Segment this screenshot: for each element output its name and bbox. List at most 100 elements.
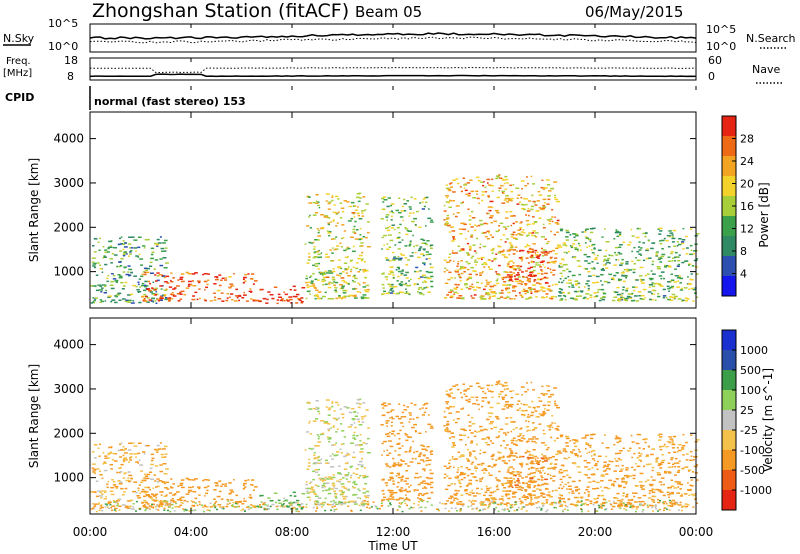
power-cell [521, 271, 524, 273]
freq-label-line2: [MHz] [3, 68, 32, 79]
power-cell [312, 256, 317, 259]
velocity-cell [403, 480, 407, 482]
velocity-cell [479, 425, 483, 428]
power-cell [124, 281, 128, 284]
velocity-cell [559, 498, 563, 500]
velocity-cell [619, 440, 622, 443]
velocity-cell [629, 503, 632, 506]
power-cell [501, 179, 506, 181]
velocity-cell [487, 507, 490, 509]
velocity-cell [405, 470, 409, 472]
velocity-cell [673, 501, 678, 504]
velocity-cell [97, 503, 100, 505]
power-cell [149, 261, 153, 264]
power-cell [453, 260, 455, 262]
velocity-cell [312, 506, 315, 509]
velocity-cell [574, 453, 578, 455]
power-cell [627, 244, 631, 246]
power-cell [112, 278, 117, 280]
velocity-cell [491, 498, 496, 500]
velocity-cell [328, 437, 332, 439]
power-cell [339, 202, 343, 204]
power-cell [111, 253, 114, 255]
power-cell [393, 259, 395, 262]
power-cell [116, 294, 120, 296]
velocity-cell [375, 506, 378, 508]
power-cell [483, 288, 486, 291]
power-cell [542, 198, 547, 201]
y-tick-label: 1000 [53, 265, 84, 279]
power-cell [337, 266, 341, 268]
power-cell [335, 236, 338, 238]
power-cell [317, 268, 320, 270]
velocity-cell [605, 473, 609, 475]
power-cell [381, 197, 385, 200]
power-cell [146, 267, 150, 270]
velocity-cell [320, 503, 323, 506]
velocity-cell [581, 510, 583, 513]
power-cell [309, 285, 314, 287]
power-cell [654, 299, 657, 301]
power-cell [408, 280, 410, 282]
velocity-cell [520, 501, 524, 504]
power-cell [346, 246, 349, 249]
velocity-cell [602, 466, 605, 468]
noise-left-tick-bottom: 10^0 [48, 40, 78, 53]
velocity-cell [566, 474, 569, 476]
power-cell [644, 274, 648, 277]
power-cell [460, 202, 464, 204]
power-cell [663, 266, 667, 268]
velocity-cell [687, 482, 689, 484]
velocity-cell [684, 505, 689, 508]
velocity-cell [190, 490, 193, 492]
cpid-label: CPID [5, 91, 34, 104]
power-cell [651, 263, 654, 266]
power-cell [403, 283, 407, 286]
velocity-cell [626, 493, 629, 496]
velocity-cell [687, 489, 692, 492]
velocity-cell [613, 485, 615, 487]
power-cell [155, 287, 159, 290]
velocity-cell [206, 506, 209, 508]
velocity-cell [591, 449, 596, 452]
velocity-cell [350, 423, 354, 426]
velocity-cell [405, 434, 409, 436]
power-cell [641, 279, 645, 281]
power-cell [651, 242, 656, 244]
power-cell [391, 211, 395, 214]
velocity-cell [604, 508, 607, 511]
power-cell [583, 286, 586, 288]
power-cell [412, 234, 414, 237]
velocity-cell [235, 494, 238, 497]
power-cell [158, 300, 161, 302]
velocity-cell [143, 453, 146, 455]
velocity-cell [498, 498, 503, 500]
power-cell [496, 282, 500, 285]
velocity-cell [327, 476, 332, 478]
velocity-cell [342, 416, 345, 419]
velocity-cell [696, 479, 699, 481]
power-cell [657, 258, 661, 261]
velocity-cell [517, 438, 521, 441]
velocity-cell [471, 492, 474, 495]
y-tick-label: 2000 [53, 220, 84, 234]
power-cell [471, 286, 474, 289]
power-cell [534, 254, 539, 256]
power-cell [445, 201, 450, 203]
power-cell [362, 294, 367, 296]
velocity-cell [117, 502, 119, 505]
velocity-cell [163, 495, 168, 497]
power-cell [446, 261, 451, 263]
velocity-cell [540, 495, 543, 497]
power-cell [128, 255, 130, 257]
power-cell [143, 293, 147, 296]
velocity-cell [635, 442, 640, 445]
power-cell [550, 298, 554, 300]
velocity-cell [381, 489, 385, 492]
power-cell [348, 294, 352, 297]
power-cell [611, 299, 616, 302]
velocity-cell [572, 449, 576, 451]
power-cell [395, 293, 400, 295]
velocity-cell [170, 485, 172, 488]
power-cell [541, 270, 544, 273]
